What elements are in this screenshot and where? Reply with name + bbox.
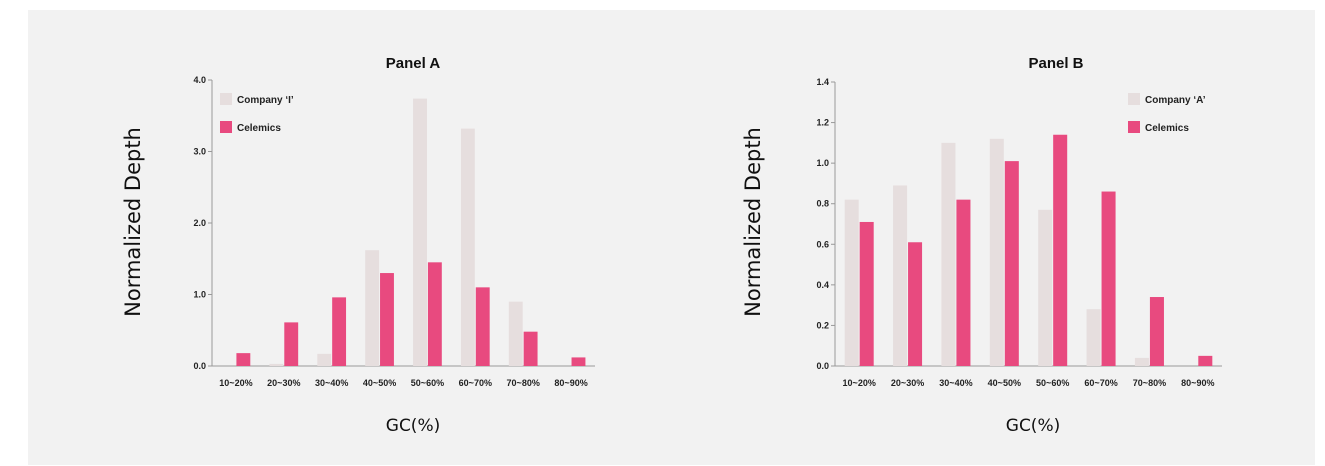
legend-swatch — [220, 93, 232, 105]
bar-celemics — [427, 262, 442, 366]
x-axis-label: GC(%) — [1006, 416, 1060, 436]
y-tick-label: 1.4 — [816, 77, 829, 87]
bar-competitor — [365, 250, 380, 366]
bar-celemics — [1053, 134, 1068, 366]
y-tick-label: 1.2 — [816, 118, 829, 128]
x-tick-label: 50~60% — [411, 378, 444, 388]
chart-panel-a: Panel A Normalized Depth GC(%) 0.0 1.0 2.0… — [121, 55, 595, 436]
x-tick-label: 30~40% — [939, 378, 972, 388]
y-tick-label: 1.0 — [816, 158, 829, 168]
x-tick-label: 20~30% — [267, 378, 300, 388]
x-tick-label: 60~70% — [459, 378, 492, 388]
y-tick-label: 4.0 — [193, 75, 206, 85]
y-tick-label: 0.0 — [816, 361, 829, 371]
legend-label: Celemics — [1145, 123, 1189, 134]
bar-competitor — [508, 301, 523, 366]
y-tick-label: 0.6 — [816, 239, 829, 249]
x-tick-label: 30~40% — [315, 378, 348, 388]
bar-competitor — [844, 199, 859, 366]
x-tick-label: 10~20% — [219, 378, 252, 388]
bar-celemics — [523, 331, 538, 366]
legend-swatch — [1128, 93, 1140, 105]
bar-competitor — [893, 185, 908, 366]
x-tick-label: 20~30% — [891, 378, 924, 388]
x-axis-label: GC(%) — [386, 416, 440, 436]
bar-celemics — [1198, 355, 1213, 366]
bar-celemics — [380, 273, 394, 366]
chart-title: Panel B — [1028, 55, 1083, 72]
y-tick-label: 0.4 — [816, 280, 829, 290]
bar-competitor — [460, 128, 475, 366]
y-tick-label: 0.2 — [816, 320, 829, 330]
legend-label: Company ‘A’ — [1145, 95, 1206, 106]
legend-swatch — [1128, 121, 1140, 133]
bar-competitor — [317, 353, 332, 366]
bar-celemics — [332, 297, 347, 366]
x-tick-label: 70~80% — [507, 378, 540, 388]
legend-label: Celemics — [237, 123, 281, 134]
bar-competitor — [941, 142, 956, 366]
bar-celemics — [236, 353, 251, 366]
y-axis-label: Normalized Depth — [741, 127, 765, 317]
bar-celemics — [859, 221, 874, 366]
x-tick-label: 60~70% — [1084, 378, 1117, 388]
x-tick-label: 40~50% — [363, 378, 396, 388]
y-tick-label: 2.0 — [193, 218, 206, 228]
legend-label: Company ‘I’ — [237, 95, 294, 106]
bar-celemics — [284, 322, 299, 366]
figure-background — [28, 10, 1315, 465]
x-tick-label: 80~90% — [554, 378, 587, 388]
y-tick-label: 0.8 — [816, 199, 829, 209]
bar-competitor — [1086, 309, 1101, 366]
bar-celemics — [1004, 161, 1019, 366]
legend-swatch — [220, 121, 232, 133]
bar-celemics — [956, 199, 971, 366]
bar-celemics — [1101, 191, 1116, 366]
x-tick-label: 10~20% — [843, 378, 876, 388]
bar-competitor — [1038, 209, 1053, 366]
x-tick-label: 50~60% — [1036, 378, 1069, 388]
chart-panel-b: Panel B Normalized Depth GC(%) 0.0 0.2 0.4… — [741, 55, 1222, 436]
y-tick-label: 1.0 — [193, 290, 206, 300]
bar-competitor — [269, 363, 284, 366]
bar-competitor — [413, 98, 427, 366]
y-tick-label: 0.0 — [193, 361, 206, 371]
bar-celemics — [571, 357, 586, 366]
x-tick-label: 80~90% — [1181, 378, 1214, 388]
bar-celemics — [908, 242, 923, 366]
x-tick-label: 70~80% — [1133, 378, 1166, 388]
x-tick-label: 40~50% — [988, 378, 1021, 388]
y-axis-label: Normalized Depth — [121, 127, 145, 317]
chart-title: Panel A — [386, 55, 441, 72]
bar-competitor — [1134, 357, 1149, 366]
bar-celemics — [475, 287, 490, 366]
bar-competitor — [989, 138, 1004, 366]
y-tick-label: 3.0 — [193, 147, 206, 157]
bar-celemics — [1149, 297, 1164, 366]
